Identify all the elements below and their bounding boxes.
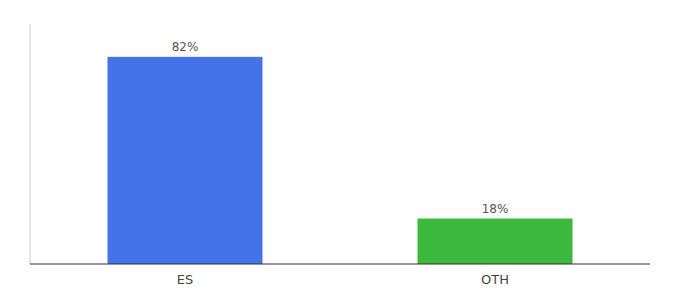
x-axis-line [30,264,650,265]
data-label: 82% [172,40,199,54]
bar [418,219,573,264]
x-tick-label: ES [177,272,193,287]
chart: ES OTH 82% 18% [0,0,680,300]
plot-area [108,57,573,264]
x-tick-label: OTH [481,272,509,287]
chart-container: ES OTH 82% 18% [0,0,680,300]
bar [108,57,263,264]
y-axis-line [30,24,31,264]
data-label: 18% [482,202,509,216]
